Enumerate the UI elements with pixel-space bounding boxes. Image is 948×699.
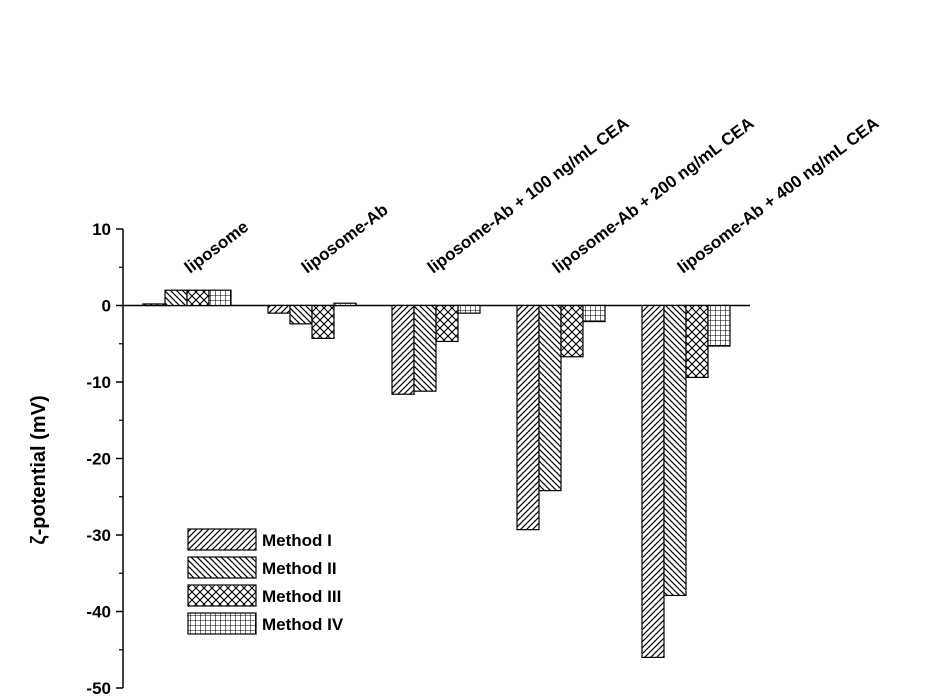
y-tick-label: -40 [86,603,111,622]
legend-swatch [187,584,257,607]
bar-2-4 [538,304,562,492]
bar-1-3 [391,304,415,395]
legend-label: Method III [262,587,341,606]
legend-label: Method II [262,559,337,578]
legend-label: Method IV [262,615,344,634]
bar-2-3 [413,304,437,392]
category-label: liposome-Ab + 400 ng/mL CEA [674,114,882,278]
legend-swatch [187,528,257,551]
y-tick-label: -30 [86,526,111,545]
bar-3-3 [435,304,459,343]
y-axis-title: ζ-potential (mV) [28,395,50,544]
legend-label: Method I [262,531,332,550]
bar-1-5 [641,304,665,658]
bar-4-5 [707,304,731,347]
category-label: liposome-Ab + 200 ng/mL CEA [549,114,757,278]
bar-3-4 [560,304,584,358]
bar-4-1 [208,289,232,307]
bar-2-1 [164,289,188,307]
category-labels: liposome liposome-Ab liposome-Ab + 100 ng/… [181,114,882,278]
y-ticks: 10 0 -10 -20 -30 -40 -50 [86,220,123,698]
legend-swatch [187,612,257,635]
category-label: liposome [181,217,252,277]
bar-3-1 [186,289,210,307]
bar-1-1 [142,303,166,307]
bar-1-2 [267,304,291,314]
bar-1-4 [516,304,540,531]
category-label: liposome-Ab + 100 ng/mL CEA [424,114,632,278]
y-tick-label: -50 [86,679,111,698]
bar-3-5 [685,304,709,379]
bar-3-2 [311,304,335,339]
bar-2-2 [289,304,313,325]
legend: Method I Method II Method III Method IV [187,528,344,635]
category-label: liposome-Ab [298,200,392,277]
y-tick-label: -20 [86,450,111,469]
y-tick-label: 10 [92,220,111,239]
bar-4-3 [457,304,481,314]
bars [142,289,731,658]
bar-2-5 [663,304,687,597]
legend-swatch [187,556,257,579]
bar-4-4 [582,304,606,323]
y-tick-label: 0 [102,297,111,316]
y-tick-label: -10 [86,373,111,392]
bar-4-2 [333,302,357,307]
